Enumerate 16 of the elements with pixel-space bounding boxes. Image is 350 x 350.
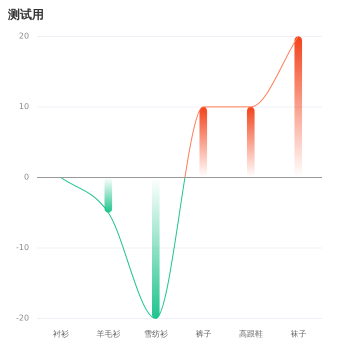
y-tick-label: 0 [24, 172, 30, 182]
x-tick-label: 裤子 [195, 329, 212, 338]
x-tick-label: 高跟鞋 [238, 329, 263, 338]
chart-title: 测试用 [7, 7, 44, 22]
y-tick-label: 10 [18, 102, 30, 111]
y-tick-label: -10 [16, 242, 30, 252]
bar [199, 106, 208, 177]
x-tick-label: 衬衫 [52, 329, 69, 338]
x-tick-label: 袜子 [290, 329, 306, 338]
bar [246, 106, 255, 177]
x-tick-label: 雪纺衫 [144, 329, 168, 338]
y-tick-label: 20 [18, 31, 30, 40]
x-tick-label: 羊毛衫 [96, 329, 120, 338]
line-series [60, 36, 299, 319]
bar [104, 178, 112, 213]
y-tick-label: -20 [16, 313, 30, 322]
